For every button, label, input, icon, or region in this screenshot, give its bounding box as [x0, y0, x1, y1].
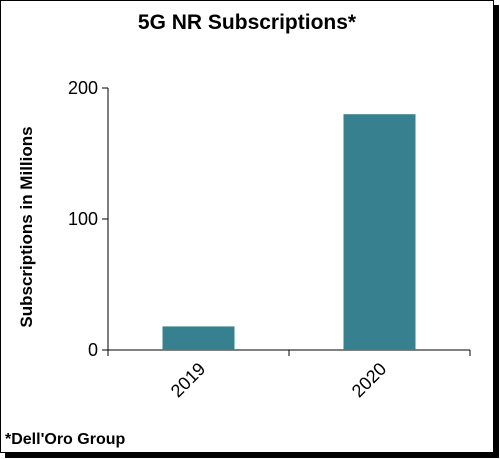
chart-bars: [162, 114, 416, 350]
x-tick-label-2020: 2020: [348, 359, 390, 401]
bar-2020: [343, 114, 416, 350]
y-tick-label-0: 0: [88, 340, 98, 360]
y-tick-label-100: 100: [68, 209, 98, 229]
y-axis-label: Subscriptions in Millions: [17, 126, 36, 327]
y-tick-label-200: 200: [68, 78, 98, 98]
chart-title: 5G NR Subscriptions*: [137, 11, 357, 34]
bar-2019: [162, 326, 235, 350]
source-note: *Dell'Oro Group: [5, 431, 126, 448]
x-tick-label-2019: 2019: [167, 359, 209, 401]
